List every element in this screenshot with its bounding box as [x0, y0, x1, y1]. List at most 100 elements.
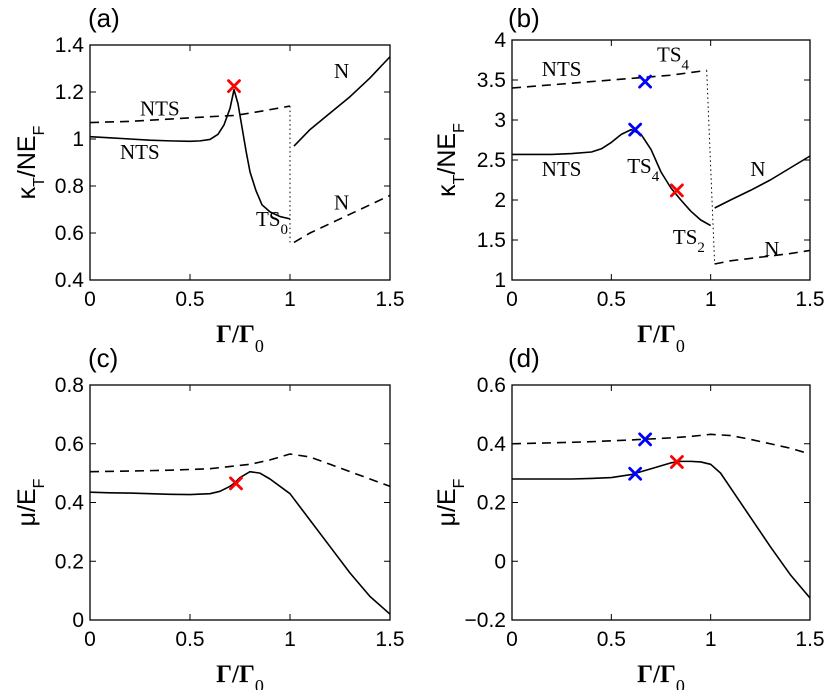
x-tick-label: 0.5: [175, 628, 204, 651]
marker-stroke: [638, 432, 653, 447]
y-tick-label: 0.6: [55, 433, 84, 456]
panel-b: 0 0.5 1 1.5 1 1.5 2 2.5 3 3.5 4(b) Γ/Γ0 κT/NEF NTS TS4…: [433, 3, 825, 356]
y-axis-label: μ/EF: [13, 478, 48, 526]
marker-stroke: [638, 74, 653, 89]
data-marker: [227, 79, 241, 94]
plot-frame: [511, 384, 811, 621]
annotation-label: TS0: [256, 207, 288, 238]
x-tick-label: 0.5: [597, 288, 626, 311]
marker-stroke: [669, 183, 684, 198]
y-tick-label: 1.2: [55, 81, 84, 104]
series-line: [512, 69, 707, 89]
y-tick-label: 0: [494, 550, 506, 573]
marker-stroke: [628, 122, 643, 137]
x-tick-label: 0: [84, 288, 96, 311]
y-tick-label: 1.5: [477, 229, 506, 252]
x-tick-label: 0: [84, 628, 96, 651]
y-tick-label: 0.8: [55, 374, 84, 397]
y-tick-label: 0.4: [477, 433, 507, 456]
x-tick-label: 1.5: [375, 288, 404, 311]
series-line: [714, 155, 810, 209]
x-tick-label: 0: [506, 288, 518, 311]
data-marker: [669, 455, 684, 469]
data-marker: [628, 466, 643, 481]
marker-stroke: [628, 466, 643, 481]
marker-stroke: [229, 476, 243, 491]
y-tick-label: 0: [72, 609, 84, 632]
y-tick-label: 0.2: [477, 492, 506, 515]
series-line: [90, 105, 291, 124]
series-line: [293, 56, 390, 147]
x-axis-label: Γ/Γ0: [216, 661, 264, 690]
annotation-label: N: [764, 237, 779, 261]
y-tick-label: 3: [494, 109, 506, 132]
y-tick-label: 0.6: [55, 222, 84, 245]
series-group: [512, 69, 810, 265]
y-tick-label: 3.5: [477, 69, 506, 92]
x-tick-label: 0.5: [597, 628, 626, 651]
annotation-label: N: [334, 191, 349, 215]
y-tick-label: 1: [494, 269, 506, 292]
series-group: [90, 56, 390, 244]
x-axis-label: Γ/Γ0: [216, 321, 264, 356]
x-tick-label: 1.5: [795, 288, 824, 311]
x-tick-label: 1: [284, 628, 296, 651]
y-axis-label: κT/NEF: [13, 125, 48, 199]
series-line: [293, 194, 390, 244]
x-tick-label: 1: [705, 628, 717, 651]
annotation-label: TS2: [673, 225, 705, 256]
annotation-label: N: [334, 59, 349, 83]
series-line: [90, 453, 390, 488]
series-line: [706, 70, 716, 265]
marker-stroke: [227, 79, 241, 94]
x-axis-label: Γ/Γ0: [637, 661, 685, 690]
plot-frame: [89, 44, 391, 281]
series-group: [512, 433, 810, 599]
y-tick-label: 1.4: [55, 34, 85, 57]
data-marker: [628, 122, 643, 137]
series-line: [512, 460, 810, 599]
x-axis-label: Γ/Γ0: [637, 321, 685, 356]
y-tick-label: 0.4: [55, 492, 85, 515]
x-tick-label: 1: [705, 288, 717, 311]
annotation-label: NTS: [120, 140, 160, 164]
panel-label: (b): [508, 3, 540, 33]
x-tick-label: 0: [506, 628, 518, 651]
y-tick-label: 2.5: [477, 149, 506, 172]
y-axis-label: μ/EF: [433, 478, 468, 526]
data-marker: [669, 183, 684, 198]
data-marker: [638, 74, 653, 89]
data-marker: [638, 432, 653, 447]
y-tick-label: 2: [494, 189, 506, 212]
x-tick-label: 0.5: [175, 288, 204, 311]
series-line: [714, 249, 810, 265]
y-axis-label: κT/NEF: [433, 123, 468, 197]
x-tick-label: 1.5: [375, 628, 404, 651]
y-tick-label: −0.2: [465, 609, 506, 632]
x-tick-label: 1.5: [795, 628, 824, 651]
panel-c: 0 0.5 1 1.5 0 0.2 0.4 0.6 0.8(c) Γ/Γ0 μ/EF: [13, 343, 405, 690]
series-line: [512, 128, 712, 227]
annotation-label: TS4: [657, 43, 690, 74]
panel-a: 0 0.5 1 1.50.40.60.811.21.4(a)Γ/Γ0κT/NEFNTS…: [13, 3, 405, 356]
marker-stroke: [669, 455, 684, 469]
panel-label: (a): [88, 3, 120, 33]
annotation-label: NTS: [140, 97, 180, 121]
data-marker: [229, 476, 243, 491]
annotation-label: TS4: [627, 154, 660, 185]
panel-label: (c): [88, 343, 118, 373]
panel-d: 0 0.5 1 1.5−0.200.20.40.6(d)Γ/Γ0μ/EF: [433, 343, 825, 690]
x-tick-label: 1: [284, 288, 296, 311]
series-line: [90, 88, 291, 220]
y-tick-label: 0.2: [55, 550, 84, 573]
series-line: [90, 470, 390, 615]
y-tick-label: 4: [494, 29, 506, 52]
annotation-label: NTS: [542, 157, 582, 181]
annotation-label: NTS: [542, 57, 582, 81]
annotation-label: N: [750, 157, 765, 181]
y-tick-label: 0.8: [55, 175, 84, 198]
panel-label: (d): [508, 343, 540, 373]
y-tick-label: 1: [72, 128, 84, 151]
plot-frame: [89, 384, 391, 621]
